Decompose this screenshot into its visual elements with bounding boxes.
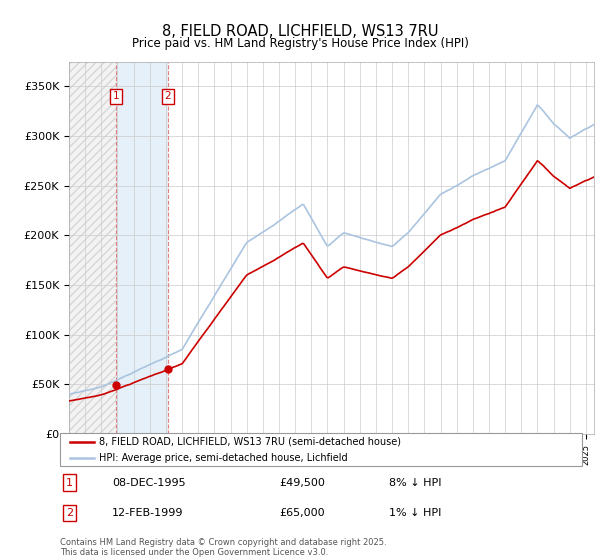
Text: 8, FIELD ROAD, LICHFIELD, WS13 7RU: 8, FIELD ROAD, LICHFIELD, WS13 7RU (162, 24, 438, 39)
Text: 12-FEB-1999: 12-FEB-1999 (112, 508, 184, 518)
Text: 1% ↓ HPI: 1% ↓ HPI (389, 508, 441, 518)
Text: 1: 1 (66, 478, 73, 488)
Text: £49,500: £49,500 (279, 478, 325, 488)
Text: Contains HM Land Registry data © Crown copyright and database right 2025.
This d: Contains HM Land Registry data © Crown c… (60, 538, 386, 557)
Bar (116, 62, 168, 434)
Bar (69, 62, 116, 434)
Text: 2: 2 (66, 508, 73, 518)
Text: 8, FIELD ROAD, LICHFIELD, WS13 7RU (semi-detached house): 8, FIELD ROAD, LICHFIELD, WS13 7RU (semi… (99, 437, 401, 446)
Text: HPI: Average price, semi-detached house, Lichfield: HPI: Average price, semi-detached house,… (99, 453, 348, 463)
Text: Price paid vs. HM Land Registry's House Price Index (HPI): Price paid vs. HM Land Registry's House … (131, 37, 469, 50)
Text: 8% ↓ HPI: 8% ↓ HPI (389, 478, 442, 488)
Text: 2: 2 (164, 91, 171, 101)
FancyBboxPatch shape (60, 433, 582, 466)
Text: £65,000: £65,000 (279, 508, 325, 518)
Text: 08-DEC-1995: 08-DEC-1995 (112, 478, 186, 488)
Text: 1: 1 (113, 91, 119, 101)
